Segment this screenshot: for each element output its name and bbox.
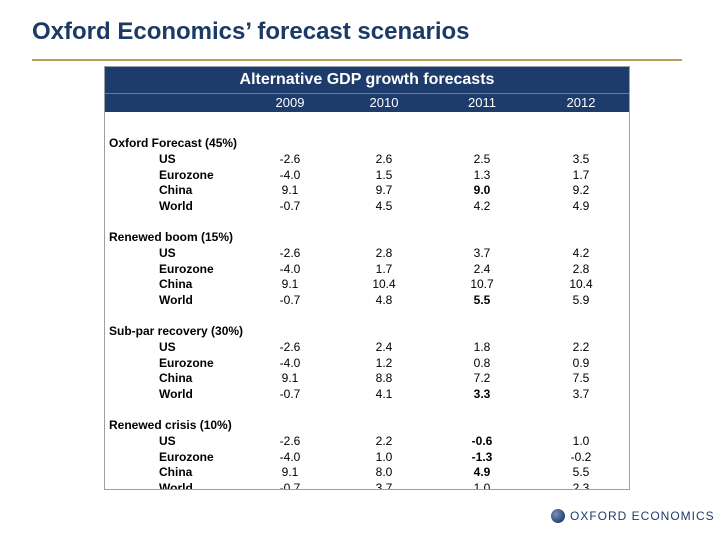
title-divider	[32, 59, 682, 61]
row-label: World	[159, 198, 193, 213]
table-cell: 9.1	[281, 183, 299, 197]
table-cell: 1.7	[375, 261, 393, 276]
year-header-row: 2009 2010 2011 2012	[105, 93, 629, 112]
table-cell: 4.5	[375, 198, 393, 213]
table-cell: 2.4	[473, 261, 491, 276]
table-cell: 2.8	[375, 246, 393, 260]
table-cell: -4.0	[279, 449, 301, 464]
scenario-title: Sub-par recovery (30%)	[109, 324, 244, 338]
row-label: China	[159, 465, 193, 479]
forecast-table: Alternative GDP growth forecasts 2009 20…	[104, 66, 630, 490]
table-cell: 4.9	[572, 198, 590, 213]
table-cell: 1.0	[375, 449, 393, 464]
table-cell: 9.2	[572, 183, 590, 197]
scenario-title: Renewed boom (15%)	[109, 230, 234, 244]
row-label: China	[159, 371, 193, 385]
table-cell: 1.3	[473, 167, 491, 182]
table-cell: 1.5	[375, 167, 393, 182]
table-cell: 2.4	[375, 340, 393, 354]
row-label: China	[159, 277, 193, 291]
table-cell: -1.3	[471, 449, 493, 464]
year-header: 2011	[468, 95, 496, 110]
table-cell: -0.6	[471, 434, 493, 448]
table-cell: 5.5	[572, 465, 590, 479]
row-label: World	[159, 480, 193, 490]
slide-title: Oxford Economics’ forecast scenarios	[32, 18, 470, 45]
table-cell: -4.0	[279, 261, 301, 276]
table-cell: 9.7	[375, 183, 393, 197]
table-cell: 0.8	[473, 355, 491, 370]
table-cell: 5.5	[473, 292, 491, 307]
row-label: US	[159, 340, 176, 354]
table-cell: 2.6	[375, 152, 393, 166]
table-cell: -0.7	[279, 198, 301, 213]
row-label: Eurozone	[159, 449, 214, 464]
table-cell: 3.7	[572, 386, 590, 401]
table-cell: 3.7	[473, 246, 491, 260]
table-cell: -4.0	[279, 355, 301, 370]
table-cell: 2.8	[572, 261, 590, 276]
table-cell: 1.8	[473, 340, 491, 354]
table-cell: 4.8	[375, 292, 393, 307]
table-cell: -0.7	[279, 480, 301, 490]
table-cell: 9.0	[473, 183, 491, 197]
table-cell: 7.5	[572, 371, 590, 385]
table-cell: 7.2	[473, 371, 491, 385]
table-cell: 0.9	[572, 355, 590, 370]
table-cell: 10.4	[372, 277, 396, 291]
table-cell: 8.8	[375, 371, 393, 385]
table-cell: 4.2	[473, 198, 491, 213]
row-label: Eurozone	[159, 355, 214, 370]
row-label: Eurozone	[159, 261, 214, 276]
row-label: US	[159, 434, 176, 448]
table-cell: -0.7	[279, 386, 301, 401]
table-cell: 1.7	[572, 167, 590, 182]
table-title: Alternative GDP growth forecasts	[105, 67, 629, 93]
year-header: 2012	[566, 95, 596, 110]
row-label: US	[159, 246, 176, 260]
scenario-title: Renewed crisis (10%)	[109, 418, 232, 432]
table-cell: -2.6	[279, 434, 301, 448]
table-cell: 4.1	[375, 386, 393, 401]
table-cell: 4.2	[572, 246, 590, 260]
row-label: China	[159, 183, 193, 197]
table-cell: -0.7	[279, 292, 301, 307]
table-cell: -4.0	[279, 167, 301, 182]
table-cell: 8.0	[375, 465, 393, 479]
table-cell: -0.2	[570, 449, 592, 464]
table-cell: 2.2	[572, 340, 590, 354]
table-cell: 3.7	[375, 480, 393, 490]
table-cell: 2.3	[572, 480, 590, 490]
table-cell: 1.2	[375, 355, 393, 370]
table-cell: 3.5	[572, 152, 590, 166]
table-cell: 2.5	[473, 152, 491, 166]
table-cell: 9.1	[281, 277, 299, 291]
row-label: Eurozone	[159, 167, 214, 182]
table-cell: 2.2	[375, 434, 393, 448]
table-cell: -2.6	[279, 152, 301, 166]
row-label: US	[159, 152, 176, 166]
table-cell: 10.7	[470, 277, 494, 291]
table-cell: 1.0	[572, 434, 590, 448]
table-cell: 9.1	[281, 371, 299, 385]
row-label: World	[159, 386, 193, 401]
table-cell: 9.1	[281, 465, 299, 479]
row-label: World	[159, 292, 193, 307]
globe-icon	[551, 509, 565, 523]
table-cell: -2.6	[279, 340, 301, 354]
table-cell: 4.9	[473, 465, 491, 479]
table-cell: 10.4	[569, 277, 593, 291]
table-cell: 1.0	[473, 480, 491, 490]
table-cell: 5.9	[572, 292, 590, 307]
table-cell: 3.3	[473, 386, 491, 401]
scenario-title: Oxford Forecast (45%)	[109, 136, 238, 150]
table-cell: -2.6	[279, 246, 301, 260]
year-header: 2009	[275, 95, 305, 110]
logo-text: OXFORD ECONOMICS	[570, 509, 715, 523]
brand-logo: OXFORD ECONOMICS	[551, 509, 715, 523]
year-header: 2010	[369, 95, 399, 110]
